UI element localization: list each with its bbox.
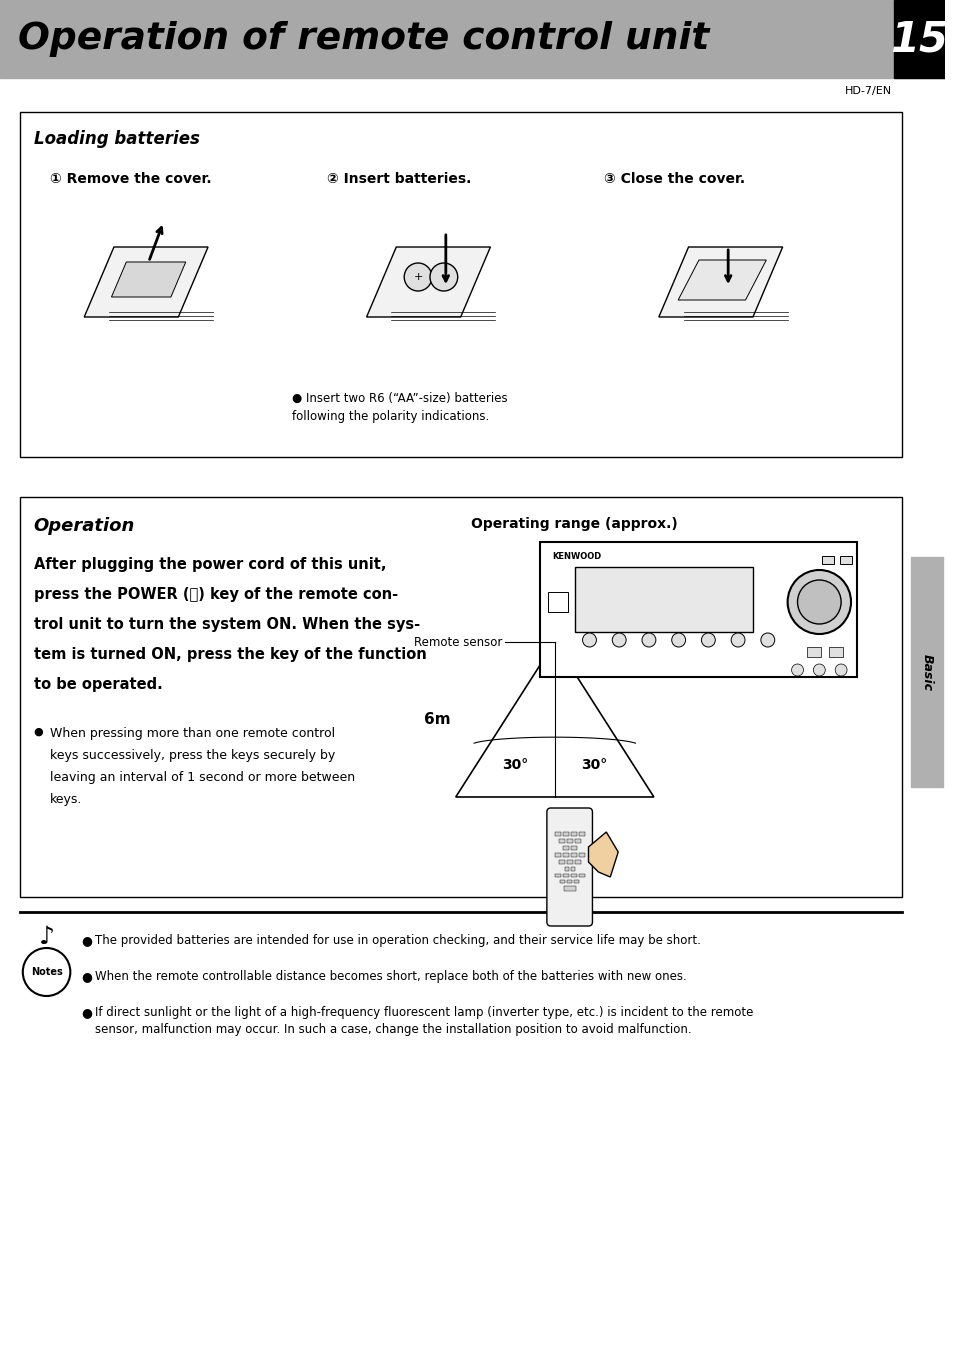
Text: ●: ● <box>81 1006 92 1019</box>
Circle shape <box>791 664 802 676</box>
Bar <box>555 873 560 877</box>
Text: Loading batteries: Loading batteries <box>33 130 199 147</box>
Bar <box>562 846 568 850</box>
Bar <box>0 0 944 78</box>
Bar <box>558 860 564 864</box>
Circle shape <box>612 633 625 648</box>
Bar <box>20 498 901 896</box>
Bar <box>558 840 564 844</box>
Bar <box>570 853 576 857</box>
Text: If direct sunlight or the light of a high-frequency fluorescent lamp (inverter t: If direct sunlight or the light of a hig… <box>95 1006 753 1037</box>
Bar <box>806 648 821 657</box>
Text: +: + <box>413 272 422 283</box>
Text: Notes: Notes <box>30 967 62 977</box>
Bar <box>566 860 572 864</box>
Text: keys.: keys. <box>50 794 82 806</box>
Text: Operating range (approx.): Operating range (approx.) <box>470 516 677 531</box>
Circle shape <box>23 948 71 996</box>
Circle shape <box>430 264 457 291</box>
Bar <box>570 831 576 836</box>
Bar <box>20 112 901 457</box>
Bar <box>821 556 833 564</box>
Polygon shape <box>659 247 781 316</box>
Circle shape <box>641 633 655 648</box>
Text: Remote sensor: Remote sensor <box>414 635 502 649</box>
Text: -: - <box>441 272 445 283</box>
Polygon shape <box>366 247 490 316</box>
Text: ① Remove the cover.: ① Remove the cover. <box>50 172 211 187</box>
Bar <box>539 542 856 677</box>
Bar <box>562 853 568 857</box>
Text: ●: ● <box>33 727 44 737</box>
Text: Basic: Basic <box>920 653 933 691</box>
Circle shape <box>582 633 596 648</box>
Bar <box>840 556 851 564</box>
Bar <box>574 840 580 844</box>
Polygon shape <box>84 247 208 316</box>
Bar <box>893 0 944 78</box>
Bar <box>570 873 576 877</box>
Text: 30°: 30° <box>580 758 607 772</box>
Text: tem is turned ON, press the key of the function: tem is turned ON, press the key of the f… <box>33 648 426 662</box>
Bar <box>559 880 564 883</box>
Bar <box>555 831 560 836</box>
Text: ●: ● <box>81 934 92 946</box>
Bar <box>828 648 842 657</box>
Text: ③ Close the cover.: ③ Close the cover. <box>603 172 744 187</box>
Bar <box>562 831 568 836</box>
Bar <box>562 873 568 877</box>
Bar <box>578 873 584 877</box>
Text: keys successively, press the keys securely by: keys successively, press the keys secure… <box>50 749 335 763</box>
Text: 15: 15 <box>889 18 947 59</box>
Circle shape <box>404 264 432 291</box>
Bar <box>574 566 752 631</box>
Polygon shape <box>112 262 186 297</box>
Circle shape <box>813 664 824 676</box>
Circle shape <box>700 633 715 648</box>
Text: 6m: 6m <box>424 713 451 727</box>
Text: to be operated.: to be operated. <box>33 677 162 692</box>
Text: press the POWER (⏻) key of the remote con-: press the POWER (⏻) key of the remote co… <box>33 587 397 602</box>
Polygon shape <box>678 260 765 300</box>
Bar <box>566 840 572 844</box>
Circle shape <box>834 664 846 676</box>
Bar <box>570 867 574 871</box>
Bar <box>567 880 572 883</box>
Text: KENWOOD: KENWOOD <box>551 552 600 561</box>
Text: The provided batteries are intended for use in operation checking, and their ser: The provided batteries are intended for … <box>95 934 700 946</box>
Circle shape <box>730 633 744 648</box>
Bar <box>574 860 580 864</box>
Text: leaving an interval of 1 second or more between: leaving an interval of 1 second or more … <box>50 771 355 784</box>
Circle shape <box>787 571 850 634</box>
Circle shape <box>671 633 685 648</box>
Text: Operation of remote control unit: Operation of remote control unit <box>18 22 708 57</box>
Circle shape <box>797 580 841 625</box>
Text: Operation: Operation <box>33 516 135 535</box>
Bar <box>564 867 568 871</box>
Text: ●: ● <box>81 969 92 983</box>
Bar <box>578 853 584 857</box>
Polygon shape <box>588 831 618 877</box>
Bar <box>910 557 943 787</box>
Circle shape <box>760 633 774 648</box>
FancyBboxPatch shape <box>546 808 592 926</box>
Text: ● Insert two R6 (“AA”-size) batteries
following the polarity indications.: ● Insert two R6 (“AA”-size) batteries fo… <box>292 392 507 423</box>
Polygon shape <box>456 642 653 796</box>
Bar <box>578 831 584 836</box>
Bar <box>547 592 567 612</box>
Bar <box>570 846 576 850</box>
Bar <box>563 886 575 891</box>
Text: ② Insert batteries.: ② Insert batteries. <box>327 172 471 187</box>
Text: When pressing more than one remote control: When pressing more than one remote contr… <box>50 727 335 740</box>
Text: ♪: ♪ <box>38 925 54 949</box>
Bar <box>555 853 560 857</box>
Text: 30°: 30° <box>501 758 528 772</box>
Text: trol unit to turn the system ON. When the sys-: trol unit to turn the system ON. When th… <box>33 617 419 631</box>
Text: HD-7/EN: HD-7/EN <box>843 87 891 96</box>
Text: When the remote controllable distance becomes short, replace both of the batteri: When the remote controllable distance be… <box>95 969 686 983</box>
Bar <box>574 880 578 883</box>
Text: After plugging the power cord of this unit,: After plugging the power cord of this un… <box>33 557 386 572</box>
